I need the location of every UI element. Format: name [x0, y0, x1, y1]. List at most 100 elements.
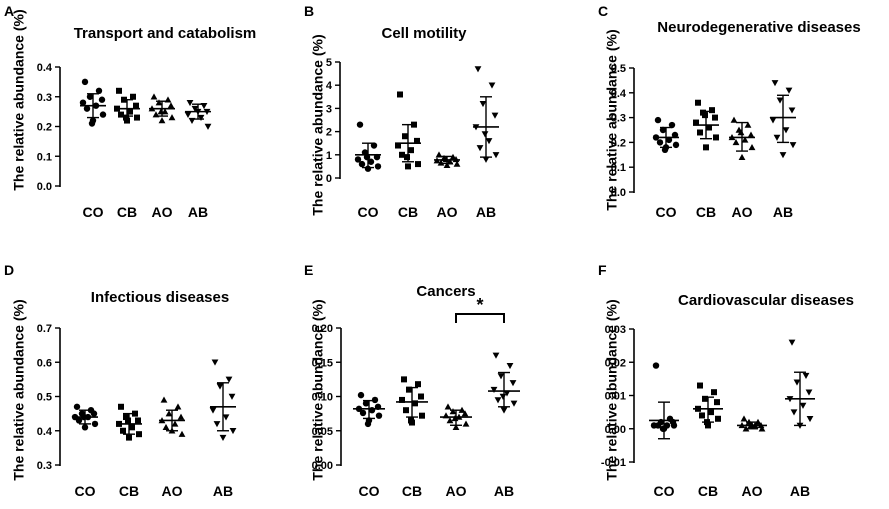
data-point: [370, 142, 378, 149]
data-point: [164, 96, 172, 103]
data-point: [419, 412, 425, 419]
y-tick-label: 0.15: [312, 357, 333, 369]
data-point: [408, 147, 414, 154]
y-tick-label: 0.5: [611, 63, 626, 75]
data-point: [773, 134, 781, 141]
data-point: [497, 373, 505, 380]
data-point: [509, 380, 517, 387]
y-tick-label: 0.2: [37, 122, 52, 134]
y-axis-label: The relative abundance (%): [310, 299, 326, 480]
panel-letter: D: [4, 262, 14, 278]
chart-panel-a: A Transport and catabolism The relative ab…: [4, 3, 256, 220]
data-point: [75, 417, 83, 424]
data-point: [703, 144, 709, 151]
data-point: [216, 383, 224, 390]
data-point: [715, 415, 721, 422]
x-tick-label: AO: [732, 204, 753, 220]
data-point: [785, 87, 793, 94]
data-point: [150, 93, 158, 100]
y-tick-label: 0.3: [37, 460, 52, 472]
data-point: [461, 410, 469, 417]
data-point: [116, 420, 122, 427]
data-point: [433, 157, 441, 164]
data-point: [699, 412, 705, 419]
data-point: [375, 412, 383, 419]
data-point: [709, 107, 715, 114]
data-point: [80, 413, 88, 421]
data-point: [167, 102, 175, 109]
panel-letter: E: [304, 262, 313, 278]
chart-panel-d: D Infectious diseases The relative abundan…: [4, 262, 237, 499]
x-tick-label: CB: [698, 483, 718, 499]
data-point: [358, 160, 366, 168]
data-point: [799, 402, 807, 409]
data-point: [714, 399, 720, 406]
data-point: [789, 142, 797, 149]
data-point: [695, 405, 701, 412]
data-point: [203, 108, 211, 116]
data-point: [449, 153, 457, 160]
data-point: [134, 114, 140, 121]
series-ao: AO: [728, 116, 756, 220]
data-point: [738, 422, 746, 429]
x-tick-label: AB: [773, 204, 793, 220]
y-tick-label: 0.3: [37, 92, 52, 104]
series-co: CO: [353, 391, 385, 499]
data-point: [186, 99, 194, 107]
data-point: [200, 102, 208, 110]
data-point: [711, 389, 717, 396]
data-point: [668, 121, 676, 129]
data-point: [168, 427, 176, 434]
data-point: [73, 403, 81, 410]
data-point: [503, 390, 511, 397]
data-point: [118, 111, 124, 118]
y-tick-label: 0.4: [37, 426, 53, 438]
y-tick-label: 5: [326, 57, 332, 69]
data-point: [474, 66, 482, 73]
data-point: [229, 428, 237, 435]
data-point: [802, 372, 810, 379]
x-tick-label: CB: [117, 204, 137, 220]
panel-letter: B: [304, 3, 314, 19]
y-tick-label: 0.20: [312, 323, 333, 335]
significance-bracket: [455, 313, 505, 323]
panel-letter: C: [598, 3, 608, 19]
data-point: [99, 111, 107, 118]
series-ab: AB: [785, 339, 815, 499]
y-tick-label: 2: [326, 127, 332, 139]
chart-title: Transport and catabolism: [74, 25, 257, 42]
x-tick-label: CO: [654, 483, 675, 499]
data-point: [118, 403, 124, 410]
data-point: [786, 396, 794, 403]
x-tick-label: CO: [359, 483, 380, 499]
data-point: [414, 137, 420, 144]
data-point: [411, 121, 417, 128]
data-point: [130, 93, 136, 100]
y-axis-label: The relative abundance (%): [604, 29, 620, 210]
data-point: [742, 425, 750, 432]
data-point: [510, 400, 518, 407]
y-tick-label: 0.5: [37, 392, 52, 404]
data-point: [188, 117, 196, 124]
data-point: [81, 78, 89, 86]
data-point: [177, 413, 185, 420]
data-point: [458, 406, 466, 413]
x-tick-label: CO: [358, 204, 379, 220]
series-cb: CB: [693, 382, 723, 499]
data-point: [133, 102, 139, 109]
data-point: [452, 156, 460, 163]
data-point: [374, 163, 382, 170]
data-point: [449, 408, 457, 415]
data-point: [404, 154, 410, 161]
data-point: [165, 410, 173, 417]
data-point: [659, 126, 667, 134]
data-point: [148, 105, 156, 112]
data-point: [184, 111, 192, 118]
data-point: [116, 87, 122, 94]
y-tick-label: 0: [326, 173, 332, 185]
data-point: [364, 420, 372, 428]
data-point: [152, 111, 160, 118]
data-point: [127, 108, 133, 115]
data-point: [197, 114, 205, 121]
